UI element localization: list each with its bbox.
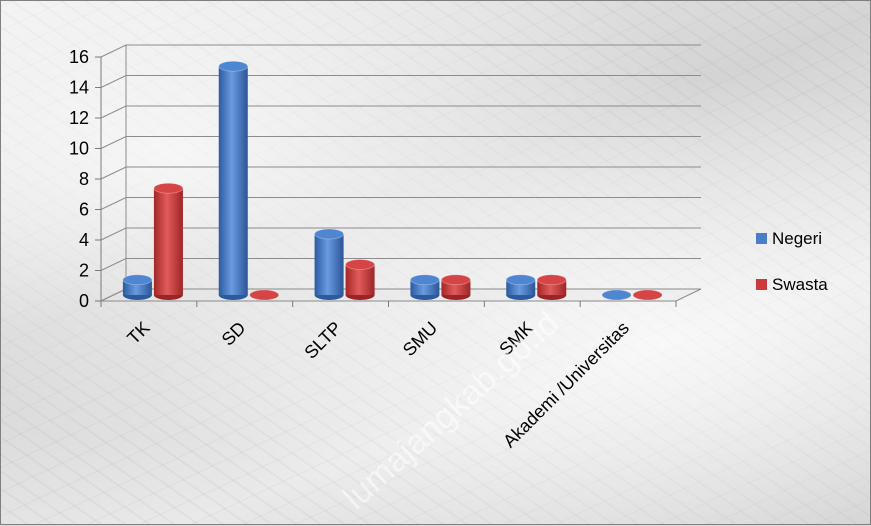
bar-negeri-akademi-universitas xyxy=(601,289,632,301)
y-tick-label: 8 xyxy=(79,169,89,189)
legend-swatch-swasta xyxy=(756,279,767,290)
bar-swasta-sltp xyxy=(345,259,375,300)
bar-body xyxy=(345,264,375,295)
gridline xyxy=(100,44,701,58)
bar-swasta-tk xyxy=(153,182,184,300)
bar-negeri-sd xyxy=(218,60,249,300)
gridline xyxy=(100,197,701,210)
bar-top xyxy=(441,274,471,286)
y-tick-label: 12 xyxy=(69,108,89,128)
gridline xyxy=(100,227,701,241)
bar-top xyxy=(505,274,536,286)
legend-label-swasta: Swasta xyxy=(772,275,828,294)
y-tick-label: 4 xyxy=(79,230,89,250)
x-tick-label: SMU xyxy=(399,318,441,360)
bar-swasta-sd xyxy=(249,289,280,301)
bar-swasta-smk xyxy=(536,274,567,300)
bar-negeri-tk xyxy=(122,274,153,300)
bar-top xyxy=(122,274,153,286)
legend-swatch-negeri xyxy=(756,233,767,244)
bar-body xyxy=(153,188,183,295)
y-tick-label: 14 xyxy=(69,78,89,98)
bar-top xyxy=(314,228,344,240)
x-tick-label: SLTP xyxy=(300,318,345,363)
legend-label-negeri: Negeri xyxy=(772,229,822,248)
bar-body xyxy=(218,66,248,295)
bar-body xyxy=(314,234,344,295)
y-tick-label: 10 xyxy=(69,139,89,159)
bars xyxy=(122,60,663,301)
bar-swasta-smu xyxy=(441,274,471,300)
bar-top xyxy=(632,289,663,301)
y-tick-label: 0 xyxy=(79,291,89,311)
bar-top xyxy=(601,289,632,301)
bar-top xyxy=(410,274,440,286)
gridline xyxy=(100,105,701,119)
bar-top xyxy=(536,274,567,286)
bar-top xyxy=(249,289,280,301)
bar-negeri-sltp xyxy=(314,228,344,300)
bar-swasta-akademi-universitas xyxy=(632,289,663,301)
legend: Negeri Swasta xyxy=(756,229,828,294)
y-tick-label: 16 xyxy=(69,47,89,67)
gridline xyxy=(100,75,701,88)
y-axis: 0 2 4 6 8 10 12 14 16 xyxy=(69,47,677,311)
bar-top xyxy=(218,60,249,72)
gridline xyxy=(100,258,701,271)
bar-negeri-smk xyxy=(505,274,536,300)
bar-top xyxy=(345,259,375,270)
gridline xyxy=(100,136,701,149)
chart-back-wall xyxy=(100,44,701,302)
bar-negeri-smu xyxy=(410,274,440,300)
x-tick-label: SD xyxy=(218,318,250,350)
bar-top xyxy=(153,182,184,194)
y-tick-label: 6 xyxy=(79,200,89,220)
gridline xyxy=(100,166,701,180)
x-tick-label: TK xyxy=(123,318,153,348)
y-tick-label: 2 xyxy=(79,261,89,281)
